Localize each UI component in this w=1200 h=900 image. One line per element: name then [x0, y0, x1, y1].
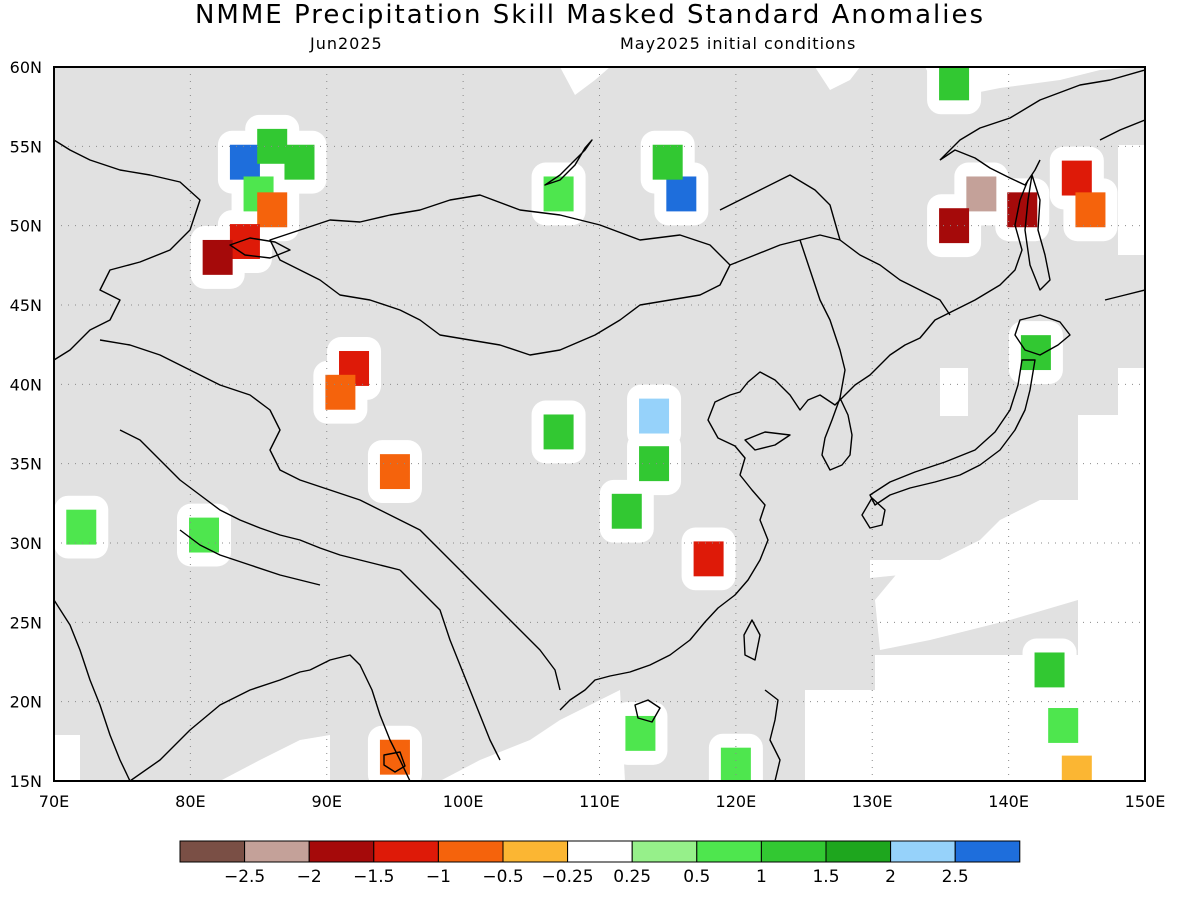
colorbar-box [308, 840, 375, 863]
colorbar-label: 0.5 [683, 867, 710, 887]
anomaly-cell [652, 144, 683, 180]
latitude-tick-label: 30N [10, 534, 42, 553]
latitude-tick-label: 20N [10, 693, 42, 712]
colorbar-box [244, 840, 310, 863]
colorbar-label: −1.5 [353, 867, 394, 887]
precipitation-anomaly-map: 70E 80E 90E 100E 110E 120E 130E 140E 150E 15N 20N… [10, 58, 1166, 811]
anomaly-cell [543, 176, 574, 212]
anomaly-cell [325, 374, 356, 410]
longitude-tick-label: 140E [988, 792, 1029, 811]
target-month: Jun2025 [310, 34, 383, 53]
anomaly-cell [1075, 192, 1106, 228]
latitude-tick-label: 50N [10, 217, 42, 236]
colorbar-label: 1.5 [812, 867, 839, 887]
coastlines [54, 69, 1145, 781]
latitude-tick-label: 60N [10, 58, 42, 77]
latitude-tick-label: 55N [10, 137, 42, 156]
longitude-tick-label: 130E [852, 792, 893, 811]
anomaly-cell [1048, 708, 1079, 743]
initial-conditions: May2025 initial conditions [620, 34, 857, 53]
anomaly-cell [639, 398, 670, 434]
longitude-tick-label: 120E [716, 792, 757, 811]
colorbar-label: 1 [756, 867, 767, 887]
colorbar-box [502, 840, 569, 863]
map-gridlines [54, 67, 1145, 781]
anomaly-cell [66, 509, 97, 545]
colorbar-box [567, 840, 633, 863]
latitude-tick-label: 40N [10, 375, 42, 394]
colorbar-label: 0.25 [613, 867, 651, 887]
colorbar-label: −0.5 [482, 867, 523, 887]
latitude-tick-label: 45N [10, 296, 42, 315]
longitude-tick-labels: 70E 80E 90E 100E 110E 120E 130E 140E 150E [39, 792, 1166, 811]
anomaly-cell [1061, 755, 1092, 781]
anomaly-cell [229, 144, 260, 180]
anomaly-cell [379, 454, 410, 490]
longitude-tick-label: 100E [443, 792, 484, 811]
colorbar-label: 2 [885, 867, 896, 887]
colorbar-label: −2.5 [224, 867, 265, 887]
map-frame [53, 66, 1146, 782]
anomaly-cell [693, 541, 724, 577]
anomaly-cell [229, 224, 260, 259]
colorbar-box [437, 840, 504, 863]
latitude-tick-label: 15N [10, 772, 42, 791]
anomaly-cell [611, 493, 642, 529]
map-title: NMME Precipitation Skill Masked Standard… [194, 0, 986, 30]
colorbar-box [760, 840, 827, 863]
anomaly-cell [720, 747, 751, 781]
colorbar-label: −1 [426, 867, 451, 887]
colorbar-box [825, 840, 892, 863]
anomaly-cell [202, 239, 233, 275]
colorbar-box [696, 840, 762, 863]
latitude-tick-labels: 15N 20N 25N 30N 35N 40N 45N 50N 55N 60N [10, 58, 42, 791]
anomaly-cells [66, 67, 1106, 781]
longitude-tick-label: 110E [579, 792, 620, 811]
anomaly-cell [1007, 192, 1038, 228]
colorbar-labels: −2.5 −2 −1.5 −1 −0.5 −0.25 0.25 0.5 1 1.5 2 2.5 [224, 867, 969, 887]
anomaly-cell [1020, 335, 1051, 371]
latitude-tick-label: 25N [10, 613, 42, 632]
anomaly-cell [639, 446, 670, 482]
colorbar-label: −2 [297, 867, 322, 887]
anomaly-cell [939, 67, 970, 101]
anomaly-cell [1034, 652, 1065, 688]
colorbar-label: 2.5 [942, 867, 969, 887]
colorbar-box [373, 840, 439, 863]
anomaly-cell [257, 128, 288, 164]
colorbar-box [631, 840, 698, 863]
longitude-tick-label: 150E [1125, 792, 1166, 811]
longitude-tick-label: 80E [175, 792, 205, 811]
colorbar-box [954, 840, 1021, 863]
anomaly-cell [543, 414, 574, 450]
colorbar-boxes [179, 840, 1021, 863]
latitude-tick-label: 35N [10, 455, 42, 474]
anomaly-cell [1061, 160, 1092, 196]
longitude-tick-label: 90E [312, 792, 342, 811]
anomaly-cell [284, 144, 315, 180]
colorbar-label: −0.25 [542, 867, 594, 887]
anomaly-cell [257, 192, 288, 228]
colorbar-box [179, 840, 246, 863]
longitude-tick-label: 70E [39, 792, 69, 811]
anomaly-cell [666, 176, 697, 212]
colorbar-box [890, 840, 956, 863]
anomaly-cell [966, 176, 997, 212]
